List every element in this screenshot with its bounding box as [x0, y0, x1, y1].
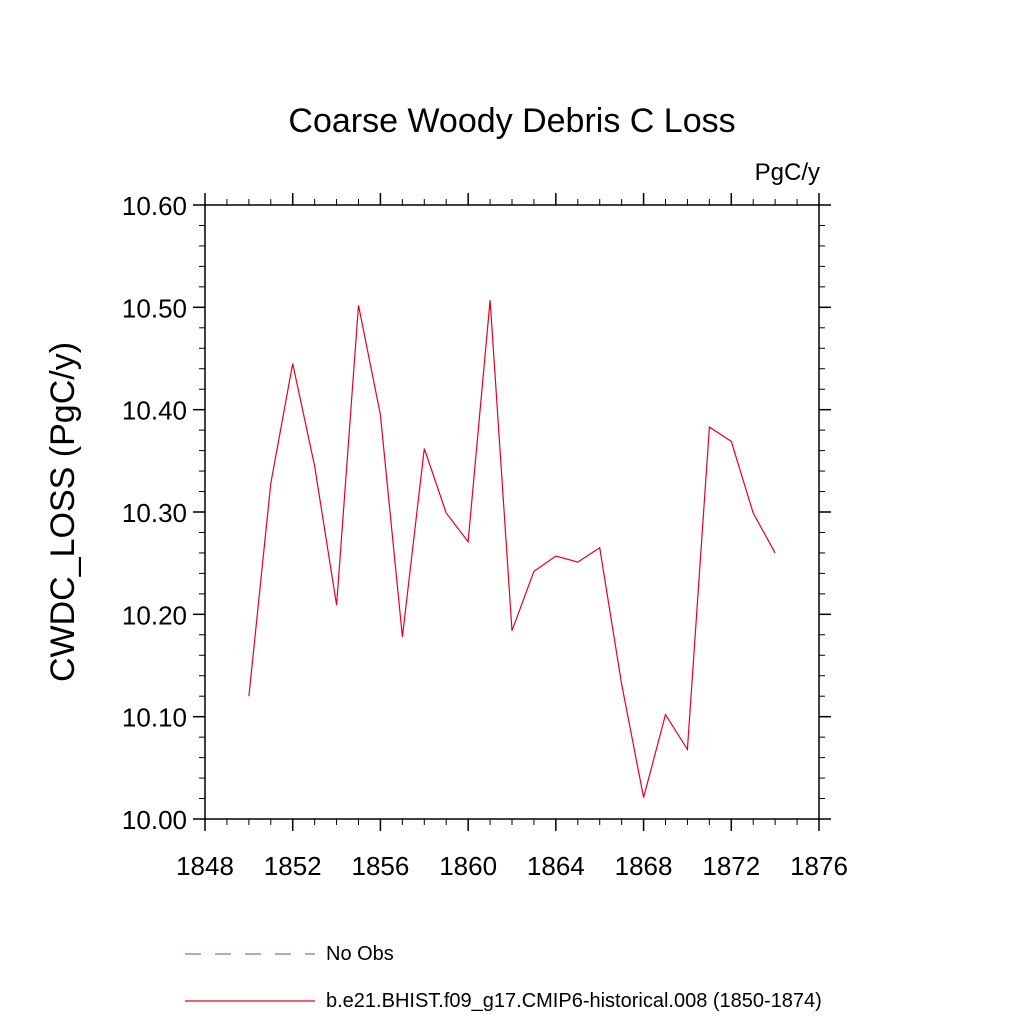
x-tick-labels: 1848 1852 1856 1860 1864 1868 1872 1876 [176, 851, 848, 881]
x-tick-label: 1848 [176, 851, 234, 881]
legend: No Obs b.e21.BHIST.f09_g17.CMIP6-histori… [185, 943, 822, 1012]
plot-frame [204, 204, 820, 820]
units-label: PgC/y [755, 159, 820, 186]
legend-label-model: b.e21.BHIST.f09_g17.CMIP6-historical.008… [326, 990, 822, 1012]
y-tick-label: 10.60 [122, 191, 187, 221]
x-tick-label: 1868 [615, 851, 673, 881]
x-tick-label: 1860 [439, 851, 497, 881]
x-tick-label: 1856 [352, 851, 410, 881]
series-layer [248, 300, 776, 798]
y-axis-label: CWDC_LOSS (PgC/y) [44, 342, 82, 682]
y-tick-label: 10.00 [122, 805, 187, 835]
x-tick-label: 1852 [264, 851, 322, 881]
chart-title: Coarse Woody Debris C Loss [288, 102, 735, 140]
y-tick-label: 10.30 [122, 498, 187, 528]
axis-ticks [193, 193, 831, 831]
series-line-0 [248, 300, 776, 798]
y-tick-label: 10.20 [122, 600, 187, 630]
y-tick-labels: 10.00 10.10 10.20 10.30 10.40 10.50 10.60 [122, 191, 187, 835]
y-tick-label: 10.50 [122, 293, 187, 323]
y-tick-label: 10.40 [122, 396, 187, 426]
x-tick-label: 1872 [702, 851, 760, 881]
x-tick-label: 1864 [527, 851, 585, 881]
x-tick-label: 1876 [790, 851, 848, 881]
legend-label-no-obs: No Obs [326, 943, 394, 965]
y-tick-label: 10.10 [122, 703, 187, 733]
